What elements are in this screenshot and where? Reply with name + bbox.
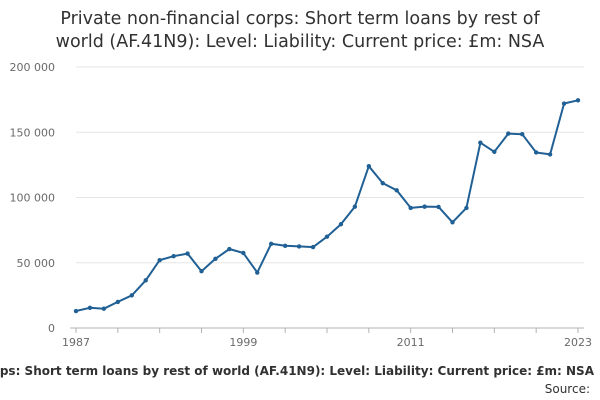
data-point (324, 234, 330, 239)
source-label: Source: (544, 382, 590, 396)
data-point (241, 250, 246, 256)
data-point (506, 131, 511, 136)
data-point (547, 152, 553, 157)
data-point (143, 278, 148, 283)
data-point (436, 204, 441, 210)
legend: Private non-financial corps: Short term … (0, 364, 600, 382)
data-point (115, 299, 121, 305)
data-point (101, 306, 107, 311)
data-point (380, 180, 385, 186)
data-point (394, 188, 399, 193)
data-point (255, 270, 260, 275)
data-point (422, 204, 427, 209)
data-point (478, 140, 483, 145)
data-point (338, 222, 344, 227)
data-point (157, 257, 162, 263)
y-tick-label: 150 000 (10, 126, 56, 139)
data-point (129, 293, 134, 298)
chart-title: Private non-financial corps: Short term … (0, 8, 600, 54)
data-point (227, 246, 232, 252)
y-tick-label: 0 (48, 322, 55, 335)
x-tick-label: 1987 (62, 336, 90, 349)
legend-series-label: Private non-financial corps: Short term … (0, 364, 594, 378)
y-tick-label: 100 000 (10, 192, 56, 205)
x-tick-label: 1999 (229, 336, 257, 349)
data-point (352, 204, 358, 209)
data-point (185, 251, 190, 256)
data-point (575, 98, 581, 103)
data-point (171, 254, 176, 259)
data-point (296, 244, 302, 249)
y-tick-label: 50 000 (17, 257, 56, 270)
data-point (520, 132, 525, 137)
data-point (366, 163, 372, 169)
data-point (408, 205, 413, 211)
data-point (533, 150, 539, 155)
x-tick-label: 2011 (397, 336, 425, 349)
data-point (310, 244, 316, 250)
data-point (282, 243, 288, 248)
x-tick-label: 2023 (564, 336, 592, 349)
chart-title-line-2: world (AF.41N9): Level: Liability: Curre… (55, 32, 545, 52)
y-tick-label: 200 000 (10, 61, 56, 74)
data-point (73, 308, 79, 314)
data-point (269, 241, 274, 247)
data-point (561, 101, 567, 106)
data-point (199, 269, 204, 274)
data-point (213, 256, 218, 262)
data-point (492, 149, 497, 155)
data-point (464, 205, 469, 211)
data-point (87, 305, 93, 310)
data-point (450, 220, 455, 225)
chart-title-line-1: Private non-financial corps: Short term … (60, 9, 540, 29)
